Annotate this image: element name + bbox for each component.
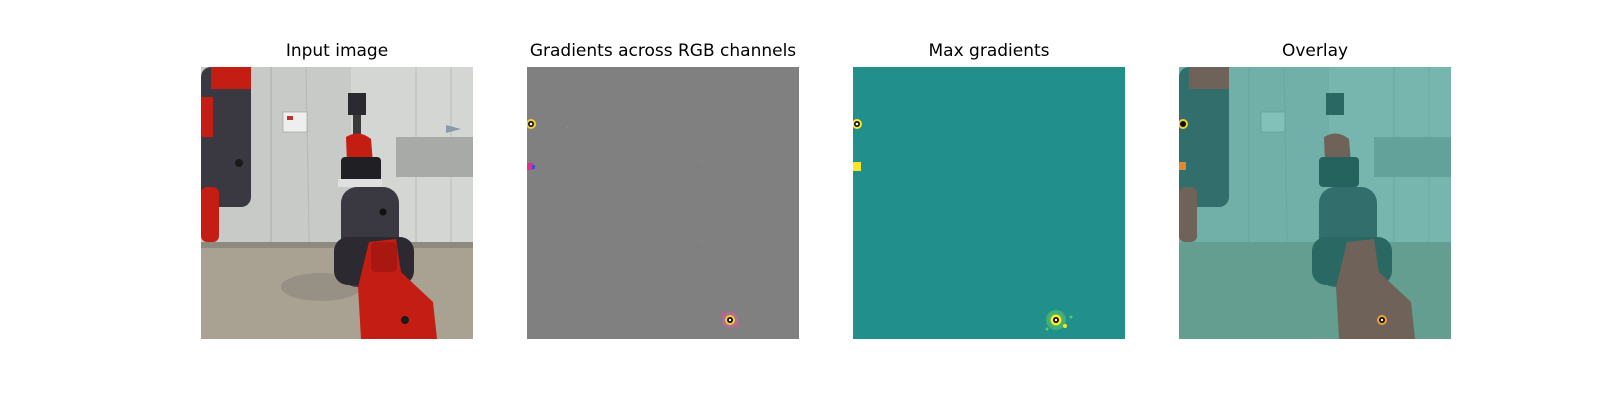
overlay-image [1179, 67, 1451, 339]
panel-title: Max gradients [928, 41, 1050, 61]
panel-title: Gradients across RGB channels [529, 41, 797, 61]
gradients-rgb-image [527, 67, 799, 339]
panel-title: Input image [285, 41, 389, 61]
max-gradients-image [853, 67, 1125, 339]
input-image [201, 67, 473, 339]
panel-title: Overlay [1281, 41, 1349, 61]
